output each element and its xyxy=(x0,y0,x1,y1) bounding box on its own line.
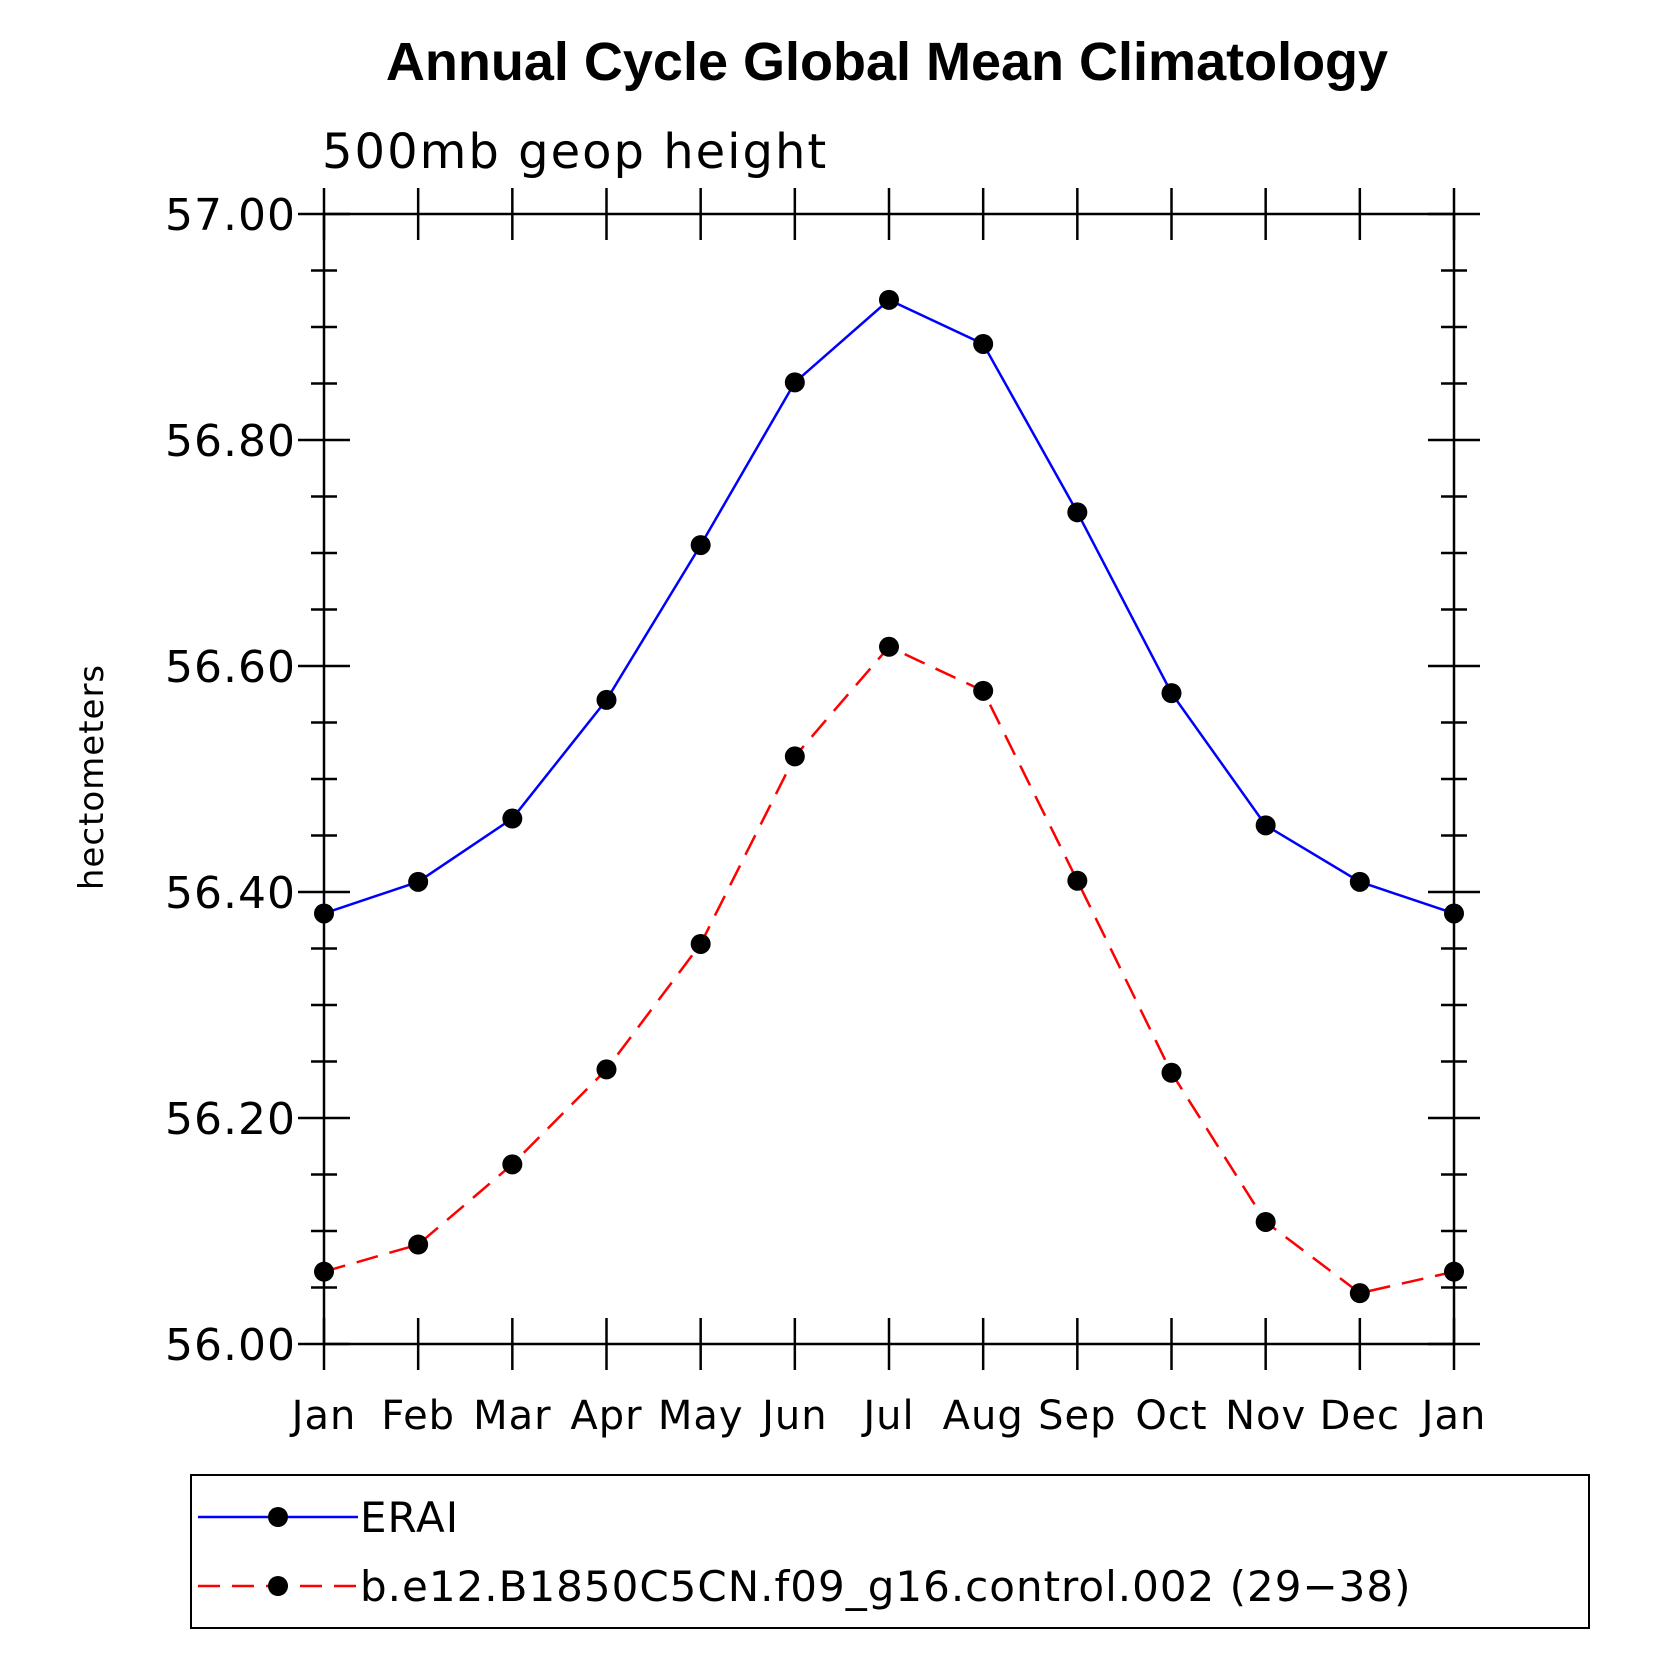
series-0-point xyxy=(1067,502,1088,523)
series-line-1 xyxy=(323,645,1455,1295)
series-1-point xyxy=(1349,1283,1370,1304)
series-1-point xyxy=(784,746,805,767)
y-tick-label: 56.60 xyxy=(165,642,296,693)
x-tick-label: Jan xyxy=(289,1393,357,1439)
legend-label-model: b.e12.B1850C5CN.f09_g16.control.002 (29−… xyxy=(360,1562,1411,1611)
series-1-point xyxy=(1067,870,1088,891)
x-tick-label: Sep xyxy=(1038,1393,1116,1439)
legend-label-erai: ERAI xyxy=(360,1493,459,1542)
legend-box xyxy=(190,1474,1590,1629)
series-1-point xyxy=(690,933,711,954)
series-1-point xyxy=(879,636,899,657)
x-tick-label: Jan xyxy=(1419,1393,1487,1439)
x-tick-label: Feb xyxy=(381,1393,455,1439)
series-0-point xyxy=(408,871,429,892)
series-0-point xyxy=(973,333,994,354)
series-1-point xyxy=(502,1154,523,1175)
y-axis-label: hectometers xyxy=(72,664,112,890)
series-0-point xyxy=(1349,871,1370,892)
plot-frame xyxy=(322,212,1456,1346)
series-0-point xyxy=(1161,683,1182,704)
x-tick-labels: Jan Feb Mar Apr May Jun Jul Aug Sep Oct Nov Dec Jan xyxy=(289,1393,1487,1439)
x-tick-label: Nov xyxy=(1225,1393,1306,1439)
y-tick-label: 56.80 xyxy=(165,416,296,467)
chart-subtitle: 500mb geop height xyxy=(322,124,828,180)
x-tick-label: Oct xyxy=(1135,1393,1207,1439)
x-tick-label: Mar xyxy=(473,1393,551,1439)
series-1-point xyxy=(596,1059,617,1080)
x-tick-label: May xyxy=(658,1393,744,1439)
series-0-point xyxy=(502,808,523,829)
series-0-point xyxy=(879,289,899,310)
y-tick-labels: 56.00 56.20 56.40 56.60 56.80 57.00 xyxy=(165,190,296,1371)
series-1-point xyxy=(408,1234,429,1255)
legend-marker-model xyxy=(268,1576,288,1596)
y-tick-label: 56.40 xyxy=(165,868,296,919)
axis-ticks xyxy=(298,188,1480,1370)
x-tick-label: Apr xyxy=(570,1393,642,1439)
chart-title: Annual Cycle Global Mean Climatology xyxy=(386,32,1388,92)
x-tick-label: Aug xyxy=(943,1393,1024,1439)
series-1-point xyxy=(1255,1211,1276,1232)
x-tick-label: Jun xyxy=(759,1393,828,1439)
series-1-point xyxy=(973,680,994,701)
series-layer xyxy=(314,289,1464,1304)
y-tick-label: 56.20 xyxy=(165,1094,296,1145)
series-0-point xyxy=(784,372,805,393)
series-0-point xyxy=(596,689,617,710)
y-tick-label: 57.00 xyxy=(165,190,296,241)
series-0-point xyxy=(1255,815,1276,836)
series-1-point xyxy=(1161,1062,1182,1083)
series-line-0 xyxy=(323,298,1455,915)
y-tick-label: 56.00 xyxy=(165,1320,296,1371)
legend-marker-erai xyxy=(268,1507,288,1527)
series-0-point xyxy=(690,535,711,556)
legend: ERAI b.e12.B1850C5CN.f09_g16.control.002… xyxy=(190,1474,1590,1629)
x-tick-label: Dec xyxy=(1320,1393,1400,1439)
x-tick-label: Jul xyxy=(860,1393,914,1439)
